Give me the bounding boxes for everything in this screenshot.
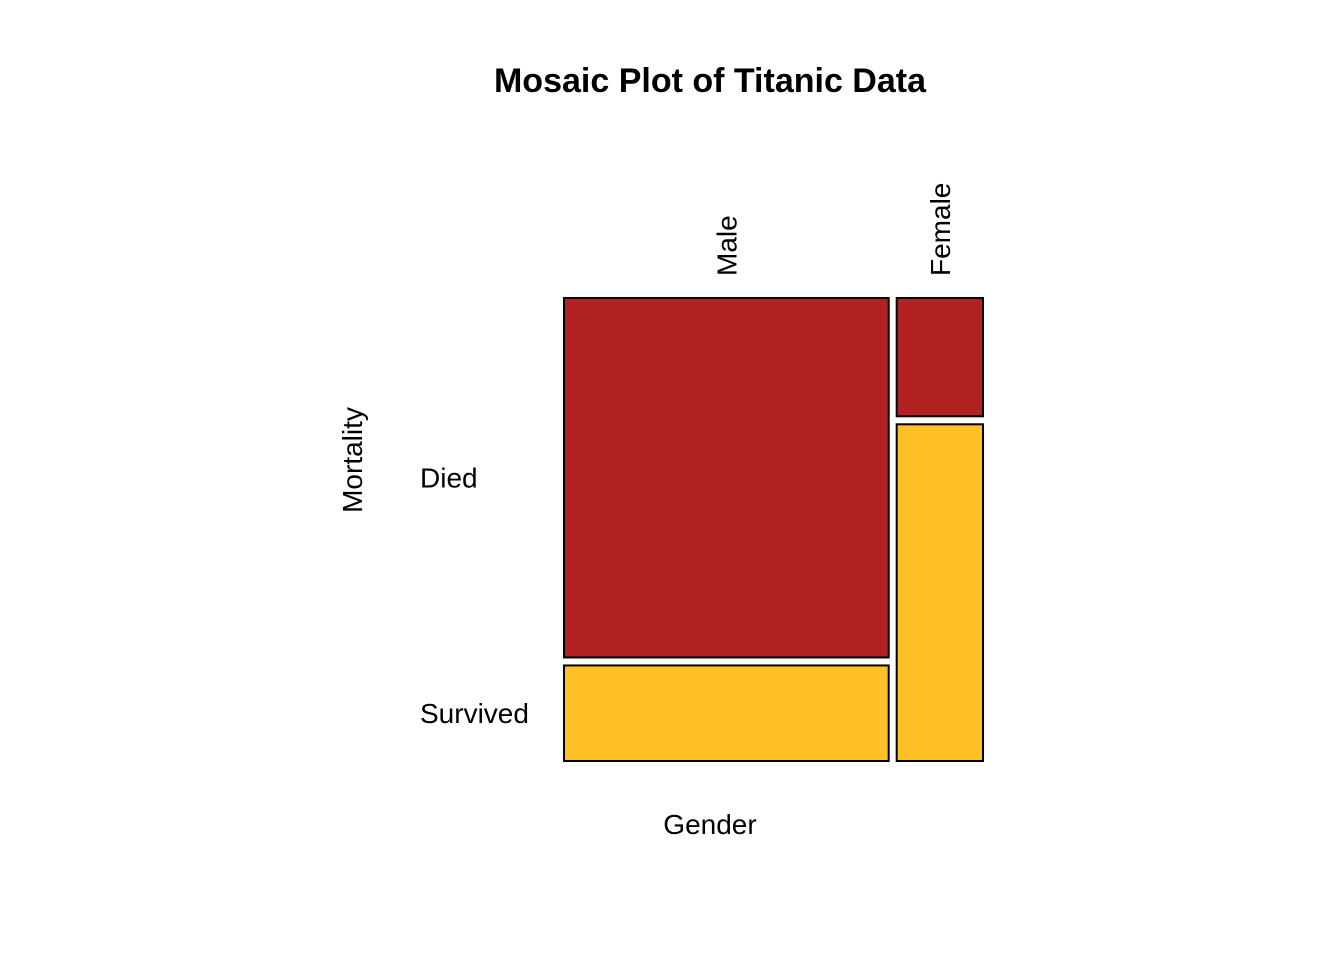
tile-male-died [563, 297, 890, 659]
tile-female-survived [895, 423, 984, 762]
mosaic-tiles [563, 297, 984, 763]
y-category-label-died: Died [420, 463, 478, 494]
x-category-label-female: Female [925, 183, 956, 276]
y-category-labels: Died Survived [420, 463, 529, 729]
x-axis-label: Gender [663, 809, 756, 840]
x-category-label-male: Male [711, 215, 742, 276]
tile-male-survived [563, 664, 890, 763]
tile-female-died [895, 297, 984, 418]
y-category-label-survived: Survived [420, 698, 529, 729]
x-category-labels: Male Female [711, 183, 956, 276]
y-axis-label: Mortality [337, 407, 368, 513]
chart-title: Mosaic Plot of Titanic Data [494, 62, 927, 100]
